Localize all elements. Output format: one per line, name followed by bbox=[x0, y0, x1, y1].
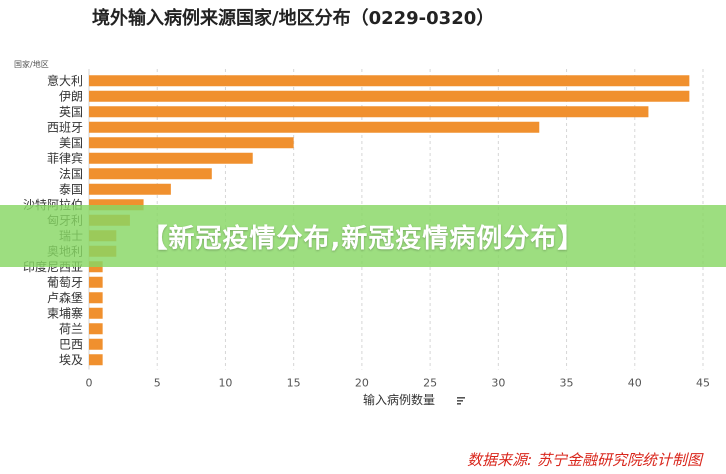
x-tick-label: 10 bbox=[218, 377, 232, 390]
banner-text: 【新冠疫情分布,新冠疫情病例分布】 bbox=[141, 223, 585, 254]
bar bbox=[89, 106, 649, 118]
category-label: 美国 bbox=[59, 136, 83, 150]
bar bbox=[89, 307, 103, 319]
x-ticks: 0 5 10 15 20 25 30 35 40 45 bbox=[86, 377, 711, 390]
category-label: 泰国 bbox=[59, 182, 83, 196]
category-label: 卢森堡 bbox=[47, 290, 83, 305]
bar bbox=[89, 323, 103, 335]
x-tick-label: 25 bbox=[423, 377, 437, 390]
x-tick-label: 30 bbox=[491, 377, 505, 390]
category-label: 葡萄牙 bbox=[47, 275, 83, 289]
overlay-banner: 【新冠疫情分布,新冠疫情病例分布】 bbox=[0, 205, 726, 267]
category-label: 法国 bbox=[59, 167, 83, 181]
bar bbox=[89, 199, 144, 211]
x-tick-label: 40 bbox=[628, 377, 642, 390]
category-label: 荷兰 bbox=[59, 322, 83, 336]
bar bbox=[89, 152, 253, 164]
x-tick-label: 45 bbox=[696, 377, 710, 390]
category-label: 伊朗 bbox=[59, 89, 83, 103]
sort-icon[interactable] bbox=[457, 397, 465, 405]
bar bbox=[89, 338, 103, 350]
bar bbox=[89, 121, 540, 133]
data-source: 数据来源: 苏宁金融研究院统计制图 bbox=[467, 451, 702, 469]
category-label: 英国 bbox=[59, 105, 83, 119]
bar bbox=[89, 354, 103, 366]
x-axis-title: 输入病例数量 bbox=[363, 392, 435, 407]
x-tick-label: 0 bbox=[86, 377, 93, 390]
chart-title: 境外输入病例来源国家/地区分布（0229-0320） bbox=[92, 7, 494, 29]
bar bbox=[89, 276, 103, 288]
bar bbox=[89, 90, 690, 102]
bar bbox=[89, 168, 212, 180]
bar bbox=[89, 183, 171, 195]
x-tick-label: 35 bbox=[560, 377, 574, 390]
x-tick-label: 20 bbox=[355, 377, 369, 390]
category-label: 巴西 bbox=[59, 337, 83, 351]
x-tick-label: 5 bbox=[154, 377, 161, 390]
category-label: 柬埔寨 bbox=[47, 305, 83, 320]
bar bbox=[89, 292, 103, 304]
category-label: 意大利 bbox=[47, 73, 83, 88]
category-label: 菲律宾 bbox=[47, 150, 83, 165]
y-axis-title: 国家/地区 bbox=[14, 59, 49, 69]
category-label: 西班牙 bbox=[47, 120, 83, 134]
bar bbox=[89, 137, 294, 149]
bar bbox=[89, 75, 690, 87]
x-tick-label: 15 bbox=[287, 377, 301, 390]
category-label: 埃及 bbox=[59, 353, 83, 367]
